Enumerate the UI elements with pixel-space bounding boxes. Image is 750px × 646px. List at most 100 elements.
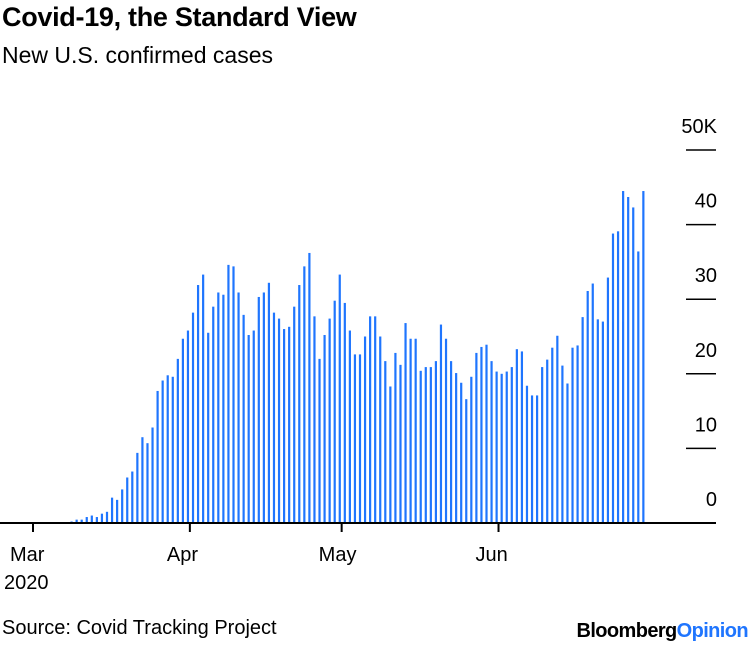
bar: [353, 354, 357, 523]
bar: [105, 511, 109, 523]
bar: [591, 283, 594, 523]
bar: [80, 519, 83, 523]
bar: [323, 335, 326, 523]
bar: [343, 302, 346, 523]
bar: [156, 390, 159, 523]
bar: [217, 292, 220, 523]
bar: [363, 336, 367, 523]
bar: [85, 517, 88, 523]
bar: [288, 326, 291, 523]
bar: [510, 367, 513, 523]
bar: [151, 427, 154, 523]
bar: [490, 361, 493, 523]
bar: [455, 373, 458, 523]
bar: [616, 231, 620, 523]
bar: [409, 338, 412, 523]
logo-opinion: Opinion: [676, 620, 749, 642]
y-tick-label: 40: [695, 191, 717, 213]
x-tick-label: Apr: [167, 544, 198, 566]
bar: [399, 364, 402, 523]
bar: [449, 361, 453, 523]
bar: [424, 367, 427, 523]
logo-bloomberg: Bloomberg: [576, 620, 677, 642]
bar: [95, 517, 98, 523]
y-tick-label: 10: [695, 414, 717, 436]
bar: [166, 375, 169, 523]
bar: [358, 354, 362, 523]
bar: [369, 316, 372, 523]
bar: [434, 361, 437, 523]
bar: [566, 383, 569, 523]
bar: [546, 359, 549, 523]
bar: [480, 346, 483, 523]
bar: [429, 367, 432, 523]
y-tick-label: 20: [695, 340, 717, 362]
bar: [328, 318, 331, 523]
bar: [267, 282, 271, 523]
bar: [541, 367, 544, 523]
bar: [611, 233, 615, 523]
bar: [181, 338, 184, 523]
bar: [536, 395, 539, 523]
bar: [596, 319, 599, 523]
bar: [252, 330, 255, 523]
bar: [196, 285, 200, 523]
bar: [126, 477, 129, 523]
bar: [389, 386, 392, 523]
bar: [439, 324, 443, 523]
bar: [121, 489, 124, 523]
bar: [237, 292, 240, 523]
bar: [257, 296, 260, 523]
y-tick-label: 50K: [681, 116, 717, 138]
bar: [176, 358, 179, 523]
bar: [561, 365, 564, 523]
bar: [379, 336, 382, 523]
bar: [576, 345, 579, 523]
bar: [293, 306, 296, 523]
bar: [202, 274, 205, 523]
bar: [222, 294, 225, 523]
x-tick-year-label: 2020: [4, 572, 49, 594]
bar: [485, 344, 488, 523]
bar: [262, 292, 265, 523]
bar: [303, 266, 306, 523]
x-tick-label: Jun: [476, 544, 508, 566]
bar: [308, 252, 311, 523]
bar: [571, 347, 574, 523]
bar: [470, 376, 473, 523]
bar: [556, 335, 559, 523]
bar: [298, 285, 301, 523]
bar: [318, 358, 321, 523]
bar: [495, 371, 498, 523]
bar: [136, 452, 139, 523]
bar: [171, 376, 174, 523]
bar: [581, 317, 584, 523]
bar: [283, 329, 286, 523]
bar: [520, 351, 524, 523]
bar: [637, 251, 640, 523]
bar: [100, 513, 104, 523]
bar: [313, 316, 316, 523]
bar: [505, 371, 508, 523]
bar: [333, 300, 336, 523]
bar: [384, 361, 387, 523]
x-tick-label: May: [319, 544, 357, 566]
bar: [394, 352, 397, 523]
bar: [500, 373, 503, 523]
bar: [272, 312, 276, 523]
bar: [460, 382, 463, 523]
bar: [515, 349, 518, 523]
bar: [90, 515, 93, 523]
bar: [207, 332, 210, 523]
bar: [338, 274, 341, 523]
bar: [414, 338, 417, 523]
y-tick-label: 30: [695, 265, 717, 287]
bar: [191, 312, 195, 523]
bar: [465, 399, 468, 523]
chart-title: Covid-19, the Standard View: [2, 2, 357, 32]
bar: [622, 191, 625, 523]
chart-subtitle: New U.S. confirmed cases: [2, 42, 273, 68]
bar: [530, 395, 534, 523]
bar: [227, 264, 230, 523]
bar: [348, 330, 351, 523]
